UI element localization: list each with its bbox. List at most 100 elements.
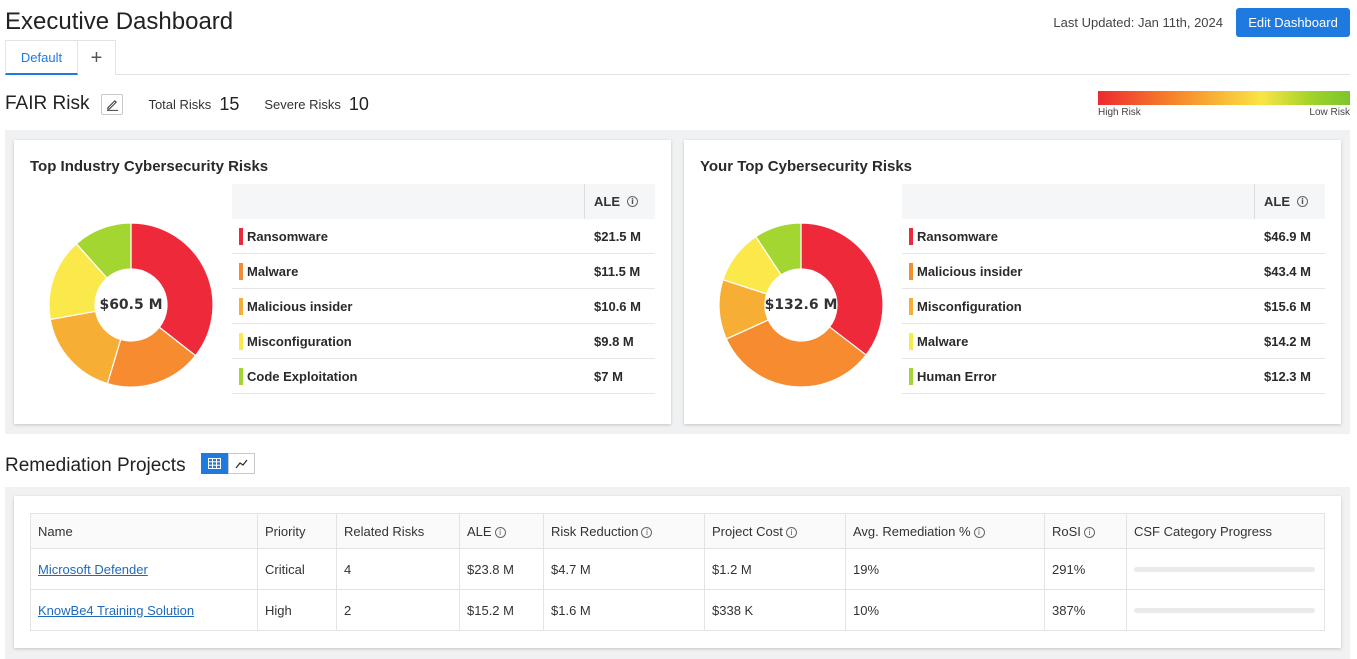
col-rosi[interactable]: RoSI i bbox=[1044, 513, 1127, 549]
info-icon[interactable]: i bbox=[641, 526, 653, 538]
risk-row[interactable]: Malware $14.2 M bbox=[902, 324, 1325, 359]
col-project-cost-label: Project Cost bbox=[712, 523, 783, 539]
risk-color-swatch bbox=[239, 227, 243, 245]
risk-ale-value: $7 M bbox=[594, 368, 623, 384]
project-cost-cell: $1.2 M bbox=[704, 548, 846, 590]
risk-scale-legend: High Risk Low Risk bbox=[1098, 91, 1350, 118]
risk-color-swatch bbox=[239, 262, 243, 280]
last-updated-text: Last Updated: Jan 11th, 2024 bbox=[1053, 15, 1223, 30]
priority-cell: Critical bbox=[257, 548, 337, 590]
ale-header-label: ALE bbox=[594, 194, 620, 209]
col-rosi-label: RoSI bbox=[1052, 523, 1081, 539]
col-related-risks[interactable]: Related Risks bbox=[336, 513, 460, 549]
risk-name: Ransomware bbox=[247, 228, 328, 244]
risk-color-swatch bbox=[239, 367, 243, 385]
col-ale[interactable]: ALE i bbox=[459, 513, 544, 549]
rosi-cell: 387% bbox=[1044, 589, 1127, 631]
industry-donut-chart bbox=[48, 222, 214, 388]
risk-name: Code Exploitation bbox=[247, 368, 358, 384]
risk-row[interactable]: Ransomware $46.9 M bbox=[902, 219, 1325, 254]
table-row: KnowBe4 Training Solution High 2 $15.2 M… bbox=[30, 589, 1325, 631]
low-risk-label: Low Risk bbox=[1309, 107, 1350, 118]
donut-slice-malicious-insider[interactable] bbox=[725, 319, 867, 388]
risk-row[interactable]: Misconfiguration $15.6 M bbox=[902, 289, 1325, 324]
your-risk-table: ALE i Ransomware $46.9 M Malicious insider… bbox=[902, 184, 1325, 394]
col-risk-reduction-label: Risk Reduction bbox=[551, 523, 639, 539]
col-risk-reduction[interactable]: Risk Reduction i bbox=[543, 513, 705, 549]
your-risks-title: Your Top Cybersecurity Risks bbox=[700, 158, 913, 175]
dashboard-tabs: Default + bbox=[5, 40, 1350, 75]
info-icon[interactable]: i bbox=[1083, 526, 1095, 538]
risk-row[interactable]: Code Exploitation $7 M bbox=[232, 359, 655, 394]
priority-cell: High bbox=[257, 589, 337, 631]
risk-name: Malware bbox=[247, 263, 299, 279]
edit-fair-button[interactable] bbox=[101, 93, 124, 115]
risk-name: Misconfiguration bbox=[917, 298, 1022, 314]
edit-dashboard-button[interactable]: Edit Dashboard bbox=[1236, 8, 1350, 37]
col-priority[interactable]: Priority bbox=[257, 513, 337, 549]
project-link-knowbe4[interactable]: KnowBe4 Training Solution bbox=[38, 602, 195, 618]
total-risks-label: Total Risks bbox=[148, 96, 212, 112]
col-avg-remediation-label: Avg. Remediation % bbox=[853, 523, 971, 539]
table-row: Microsoft Defender Critical 4 $23.8 M $4… bbox=[30, 548, 1325, 590]
donut-slice-code-exploitation[interactable] bbox=[75, 222, 132, 279]
pencil-icon bbox=[106, 99, 119, 111]
ale-column-header: ALE i bbox=[584, 184, 638, 219]
donut-slice-ransomware[interactable] bbox=[800, 222, 884, 356]
project-name-cell: Microsoft Defender bbox=[30, 548, 258, 590]
risk-ale-value: $15.6 M bbox=[1264, 298, 1311, 314]
risk-name: Human Error bbox=[917, 368, 997, 384]
donut-slice-human-error[interactable] bbox=[754, 222, 802, 276]
risk-row[interactable]: Human Error $12.3 M bbox=[902, 359, 1325, 394]
plus-icon: + bbox=[90, 46, 103, 69]
progress-bar bbox=[1134, 607, 1315, 613]
risk-row[interactable]: Misconfiguration $9.8 M bbox=[232, 324, 655, 359]
risk-name: Malicious insider bbox=[247, 298, 353, 314]
ale-cell: $15.2 M bbox=[459, 589, 544, 631]
risk-ale-value: $43.4 M bbox=[1264, 263, 1311, 279]
avg-remediation-cell: 10% bbox=[845, 589, 1045, 631]
remediation-card: Name Priority Related Risks ALE i Risk Re… bbox=[14, 496, 1341, 648]
col-name[interactable]: Name bbox=[30, 513, 258, 549]
risk-row[interactable]: Malicious insider $10.6 M bbox=[232, 289, 655, 324]
info-icon[interactable]: i bbox=[627, 196, 638, 207]
risk-row[interactable]: Ransomware $21.5 M bbox=[232, 219, 655, 254]
related-risks-cell: 4 bbox=[336, 548, 460, 590]
csf-progress-cell bbox=[1126, 589, 1325, 631]
rosi-cell: 291% bbox=[1044, 548, 1127, 590]
donut-slice-malicious-insider[interactable] bbox=[49, 310, 122, 385]
risk-name: Ransomware bbox=[917, 228, 998, 244]
risk-ale-value: $14.2 M bbox=[1264, 333, 1311, 349]
your-table-header: ALE i bbox=[902, 184, 1325, 219]
add-tab-button[interactable]: + bbox=[78, 40, 116, 75]
project-cost-cell: $338 K bbox=[704, 589, 846, 631]
chart-view-button[interactable] bbox=[228, 453, 255, 474]
info-icon[interactable]: i bbox=[494, 526, 506, 538]
col-csf-progress[interactable]: CSF Category Progress bbox=[1126, 513, 1325, 549]
tab-default[interactable]: Default bbox=[5, 40, 78, 75]
info-icon[interactable]: i bbox=[973, 526, 985, 538]
risk-color-swatch bbox=[909, 367, 913, 385]
col-project-cost[interactable]: Project Cost i bbox=[704, 513, 846, 549]
risk-row[interactable]: Malicious insider $43.4 M bbox=[902, 254, 1325, 289]
avg-remediation-cell: 19% bbox=[845, 548, 1045, 590]
risk-gradient-bar bbox=[1098, 91, 1350, 105]
info-icon[interactable]: i bbox=[785, 526, 797, 538]
col-avg-remediation[interactable]: Avg. Remediation % i bbox=[845, 513, 1045, 549]
table-icon bbox=[208, 458, 221, 469]
table-view-button[interactable] bbox=[201, 453, 228, 474]
project-name-cell: KnowBe4 Training Solution bbox=[30, 589, 258, 631]
project-link-microsoft-defender[interactable]: Microsoft Defender bbox=[38, 561, 148, 577]
risk-row[interactable]: Malware $11.5 M bbox=[232, 254, 655, 289]
total-risks-value: 15 bbox=[219, 93, 240, 114]
info-icon[interactable]: i bbox=[1297, 196, 1308, 207]
remediation-table: Name Priority Related Risks ALE i Risk Re… bbox=[30, 513, 1325, 631]
risk-ale-value: $21.5 M bbox=[594, 228, 641, 244]
risk-color-swatch bbox=[239, 297, 243, 315]
risk-color-swatch bbox=[909, 332, 913, 350]
risk-name: Malicious insider bbox=[917, 263, 1023, 279]
related-risks-cell: 2 bbox=[336, 589, 460, 631]
risk-name: Malware bbox=[917, 333, 969, 349]
donut-slice-ransomware[interactable] bbox=[130, 222, 214, 357]
industry-table-header: ALE i bbox=[232, 184, 655, 219]
